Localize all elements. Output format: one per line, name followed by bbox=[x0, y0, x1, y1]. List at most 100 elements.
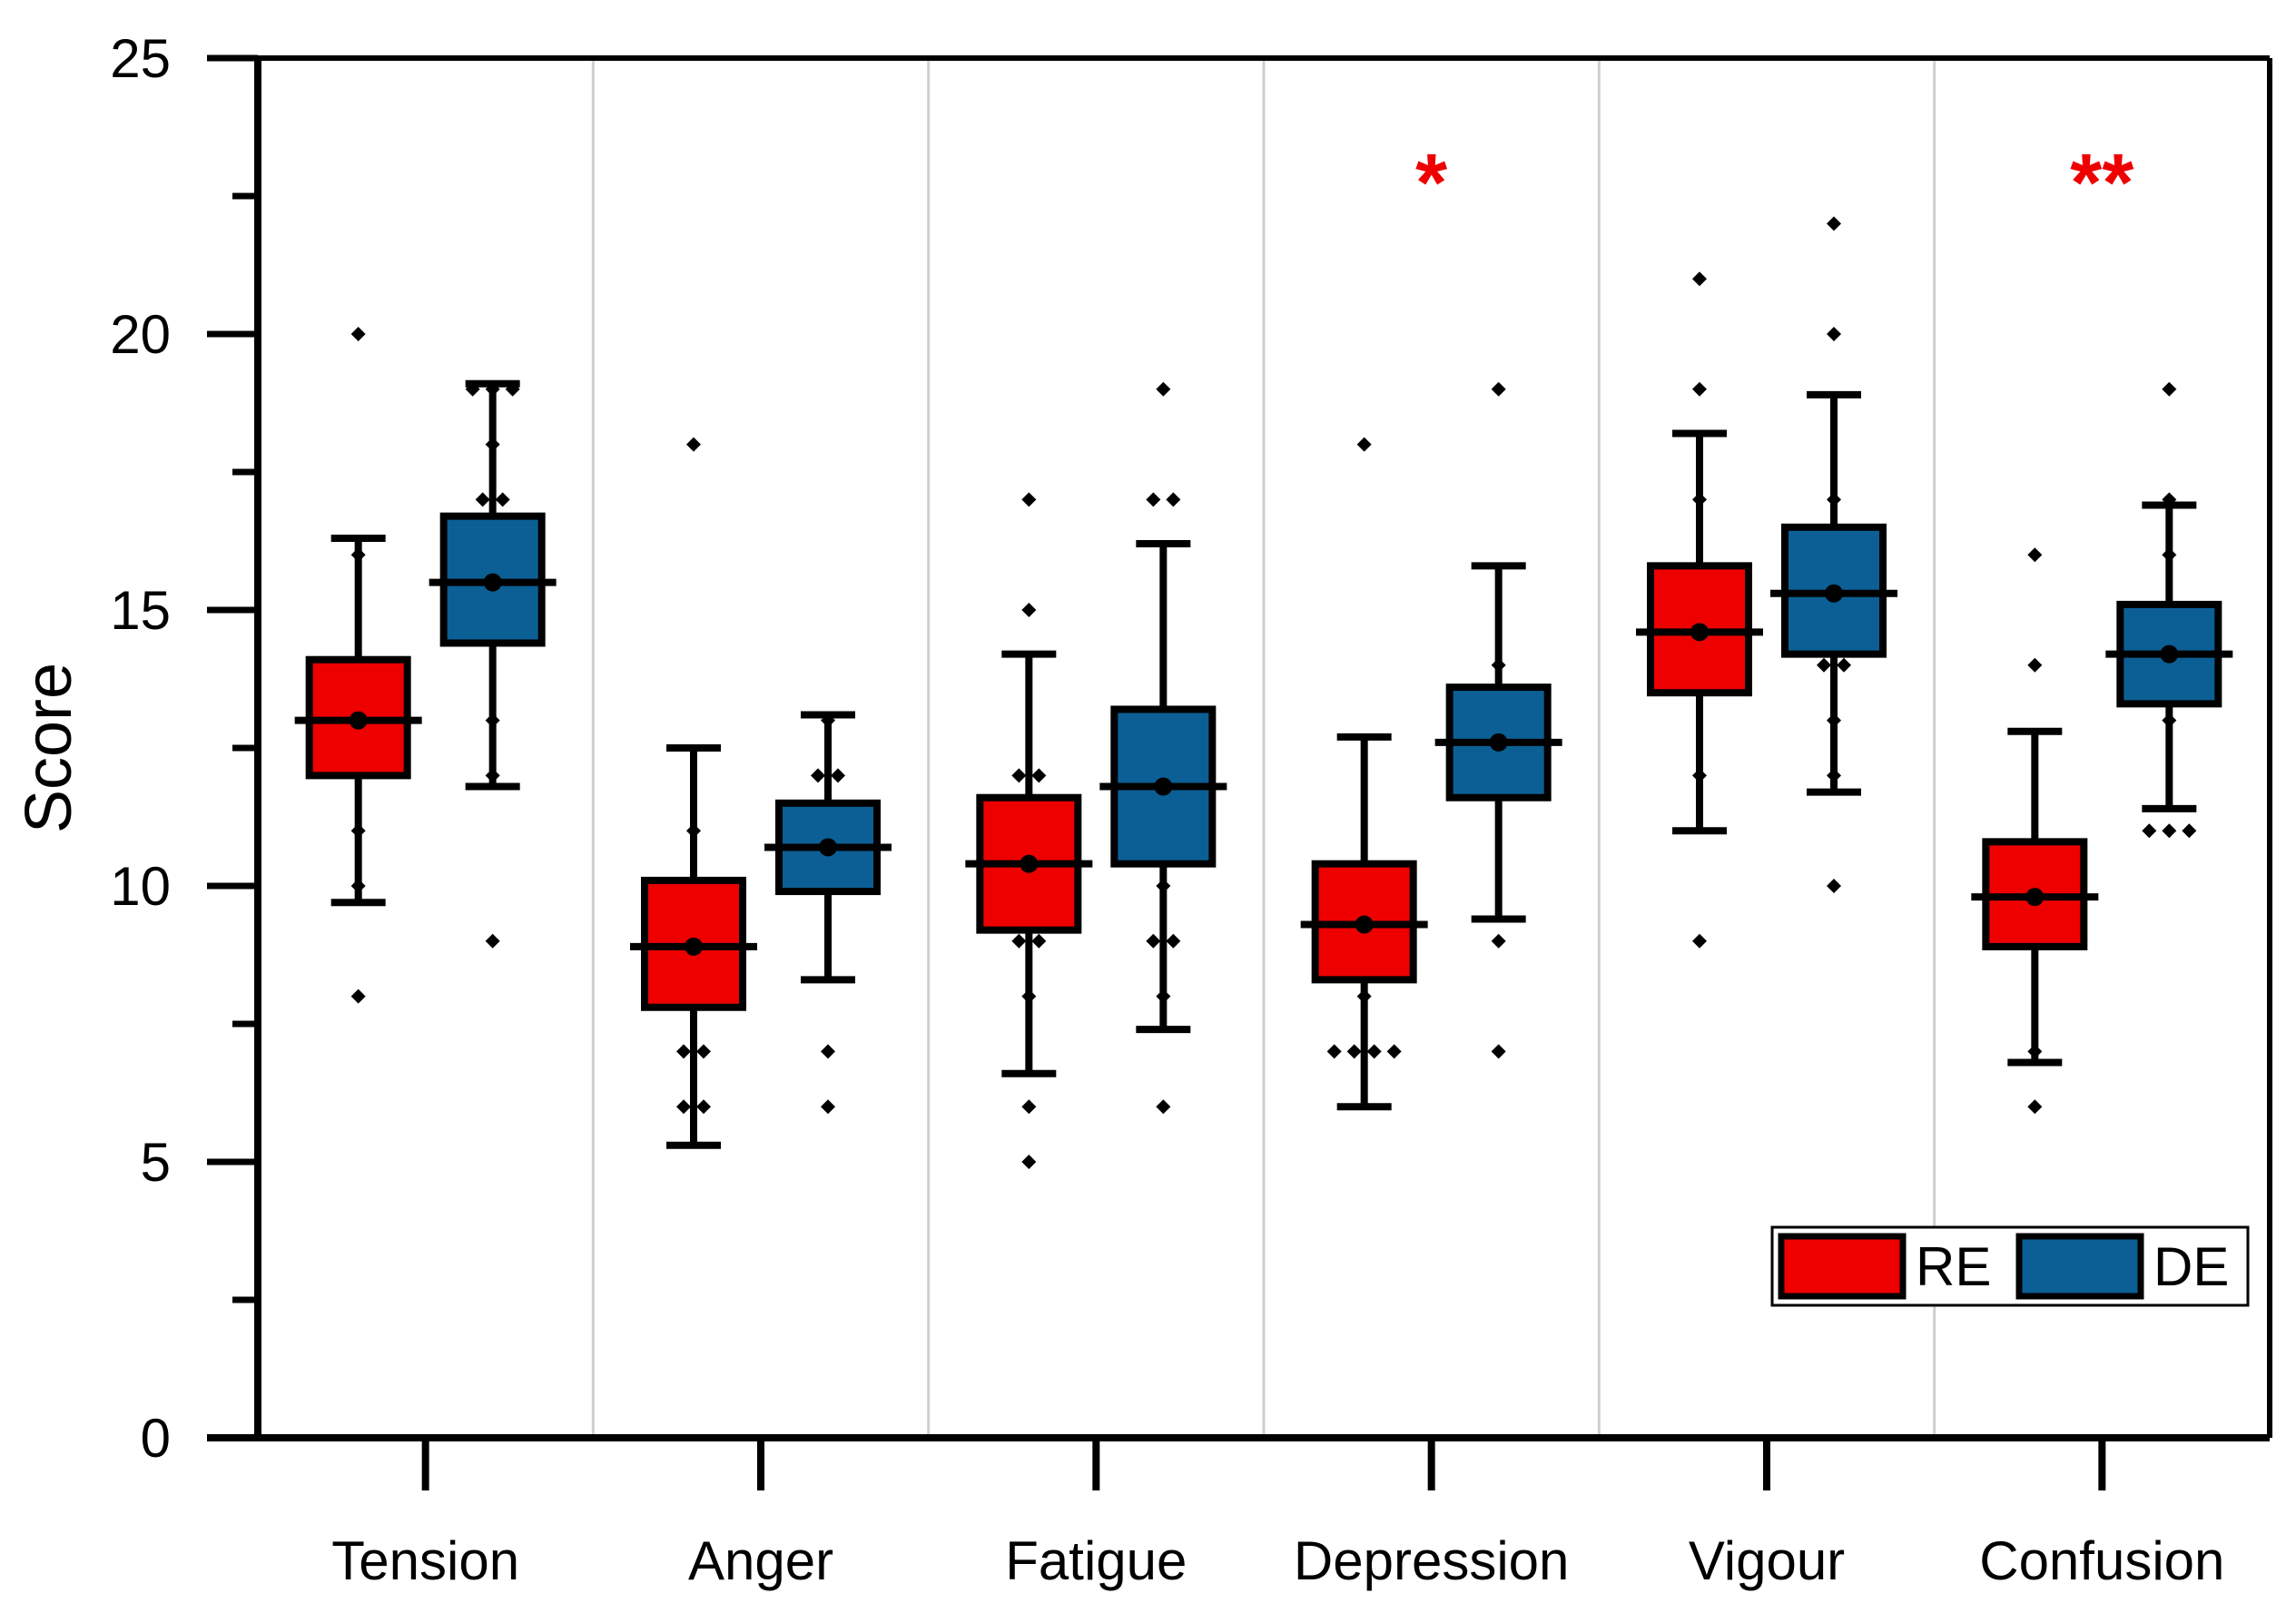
data-point-re-vigour bbox=[1692, 492, 1707, 507]
y-axis-title: Score bbox=[13, 663, 85, 833]
mean-marker bbox=[1020, 854, 1039, 873]
axes-layer: 0 5 10 15 20 25 Tension Anger Fatigue Depression V… bbox=[13, 28, 2272, 1591]
data-point-de-confusion bbox=[2162, 381, 2177, 397]
box-re-fatigue bbox=[965, 650, 1093, 1077]
y-tick-label-20: 20 bbox=[110, 304, 171, 365]
data-point-de-tension bbox=[485, 933, 500, 949]
mean-marker bbox=[483, 573, 502, 592]
data-point-de-vigour bbox=[1817, 657, 1831, 673]
data-point-de-fatigue bbox=[1156, 1099, 1171, 1115]
data-point-de-tension bbox=[505, 381, 520, 397]
data-point-de-fatigue bbox=[1166, 933, 1181, 949]
box-re-anger bbox=[630, 744, 757, 1149]
mean-marker bbox=[1825, 584, 1843, 603]
data-point-re-confusion bbox=[2027, 1044, 2043, 1059]
mean-marker bbox=[1154, 777, 1173, 796]
box-re-confusion bbox=[1971, 727, 2099, 1067]
data-point-de-confusion bbox=[2142, 823, 2157, 839]
data-point-de-fatigue bbox=[1166, 492, 1181, 507]
points-layer bbox=[350, 216, 2197, 1169]
data-point-de-tension bbox=[485, 381, 500, 397]
data-point-de-fatigue bbox=[1156, 381, 1171, 397]
mean-marker bbox=[349, 711, 368, 730]
data-point-re-tension bbox=[350, 988, 366, 1004]
data-point-re-tension bbox=[350, 547, 366, 563]
data-point-de-vigour bbox=[1827, 327, 1841, 341]
box-de-depression bbox=[1434, 562, 1562, 923]
data-point-de-tension bbox=[485, 713, 500, 728]
data-point-de-anger bbox=[831, 768, 845, 783]
mean-marker bbox=[2160, 644, 2179, 664]
box-re-tension bbox=[294, 534, 422, 907]
data-point-de-confusion bbox=[2162, 823, 2177, 839]
data-point-re-vigour bbox=[1692, 768, 1707, 783]
data-point-re-fatigue bbox=[1021, 1099, 1037, 1115]
data-point-re-anger bbox=[696, 1099, 711, 1115]
data-point-de-tension bbox=[475, 492, 490, 507]
grid-layer bbox=[591, 58, 1936, 1438]
mean-marker bbox=[819, 838, 837, 857]
box-de-fatigue bbox=[1099, 540, 1227, 1034]
annotations-layer: * ** bbox=[1415, 138, 2133, 229]
data-point-de-depression bbox=[1491, 381, 1506, 397]
data-point-de-fatigue bbox=[1156, 879, 1171, 893]
data-point-re-vigour bbox=[1692, 271, 1707, 287]
data-point-re-confusion bbox=[2027, 1099, 2043, 1115]
data-point-re-vigour bbox=[1692, 933, 1707, 949]
data-point-re-tension bbox=[350, 823, 366, 839]
y-tick-label-25: 25 bbox=[110, 28, 171, 89]
mean-marker bbox=[1489, 733, 1508, 752]
data-point-de-tension bbox=[465, 381, 480, 397]
data-point-re-anger bbox=[686, 823, 701, 839]
data-point-re-fatigue bbox=[1021, 492, 1037, 507]
data-point-de-anger bbox=[821, 1099, 835, 1115]
data-point-de-anger bbox=[811, 768, 825, 783]
data-point-re-fatigue bbox=[1031, 768, 1047, 783]
data-point-re-depression bbox=[1386, 1044, 1402, 1059]
data-point-re-tension bbox=[350, 327, 366, 341]
data-point-de-depression bbox=[1491, 657, 1506, 673]
data-point-de-fatigue bbox=[1146, 492, 1161, 507]
y-tick-label-0: 0 bbox=[141, 1408, 171, 1469]
y-tick-label-10: 10 bbox=[110, 856, 171, 917]
legend-label-re: RE bbox=[1916, 1236, 1991, 1297]
data-point-de-confusion bbox=[2182, 823, 2197, 839]
data-point-de-depression bbox=[1491, 933, 1506, 949]
data-point-re-fatigue bbox=[1031, 933, 1047, 949]
data-point-re-fatigue bbox=[1011, 768, 1027, 783]
legend-swatch-de bbox=[2015, 1233, 2144, 1300]
data-point-re-anger bbox=[676, 1099, 691, 1115]
data-point-de-anger bbox=[821, 713, 835, 728]
data-point-de-vigour bbox=[1827, 713, 1841, 728]
legend-label-de: DE bbox=[2153, 1236, 2229, 1297]
category-label-vigour: Vigour bbox=[1689, 1530, 1845, 1591]
data-point-re-depression bbox=[1356, 437, 1372, 452]
category-label-anger: Anger bbox=[688, 1530, 833, 1591]
data-point-re-vigour bbox=[1692, 381, 1707, 397]
data-point-re-fatigue bbox=[1011, 933, 1027, 949]
category-label-fatigue: Fatigue bbox=[1005, 1530, 1187, 1591]
y-tick-label-15: 15 bbox=[110, 580, 171, 641]
data-point-re-depression bbox=[1356, 988, 1372, 1004]
box-re-depression bbox=[1300, 733, 1428, 1111]
data-point-re-anger bbox=[676, 1044, 691, 1059]
legend-layer: RE DE bbox=[1770, 1225, 2250, 1307]
significance-mark-depression: * bbox=[1415, 138, 1447, 229]
y-tick-label-5: 5 bbox=[141, 1132, 171, 1193]
data-point-de-vigour bbox=[1837, 657, 1851, 673]
data-point-re-anger bbox=[686, 437, 701, 452]
data-point-re-anger bbox=[696, 1044, 711, 1059]
data-point-re-fatigue bbox=[1021, 1155, 1037, 1169]
data-point-re-tension bbox=[350, 879, 366, 893]
category-label-confusion: Confusion bbox=[1979, 1530, 2224, 1591]
significance-mark-confusion: ** bbox=[2070, 138, 2133, 229]
mean-marker bbox=[1690, 623, 1709, 642]
data-point-re-confusion bbox=[2027, 657, 2043, 673]
data-point-de-vigour bbox=[1827, 768, 1841, 783]
mean-marker bbox=[1355, 915, 1374, 934]
data-point-de-confusion bbox=[2162, 713, 2177, 728]
box-de-tension bbox=[429, 379, 557, 791]
data-point-de-fatigue bbox=[1156, 988, 1171, 1004]
